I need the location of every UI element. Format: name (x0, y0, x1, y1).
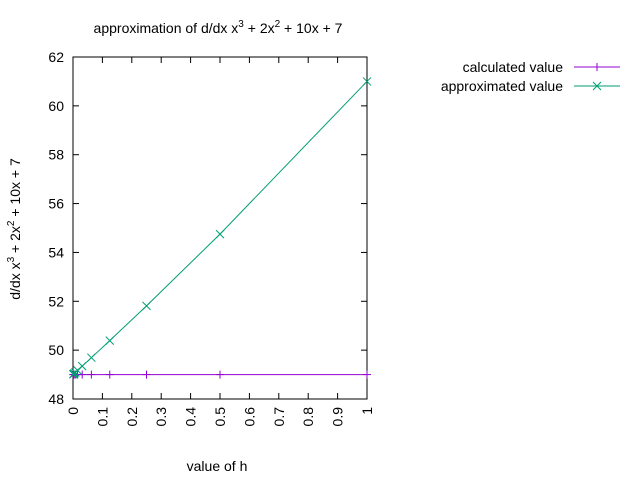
series-line-2 (72, 81, 368, 375)
x-tick-label: 1 (359, 407, 375, 415)
data-point-1 (105, 370, 114, 379)
x-tick-label: 0.4 (183, 407, 199, 427)
y-tick-label: 48 (48, 391, 64, 407)
y-tick-label: 50 (48, 342, 64, 358)
x-tick-label: 0.9 (330, 407, 346, 427)
x-tick-label: 0 (65, 407, 81, 415)
data-point-1 (142, 370, 151, 379)
y-tick-label: 56 (48, 196, 64, 212)
data-point-1 (87, 370, 96, 379)
data-point-2 (215, 229, 225, 239)
y-tick-label: 54 (48, 244, 64, 260)
chart-title: approximation of d/dx x3 + 2x2 + 10x + 7 (94, 19, 343, 36)
x-tick-label: 0.3 (153, 407, 169, 427)
data-point-2 (362, 77, 372, 86)
legend: calculated value approximated value (441, 59, 620, 94)
x-axis-label: value of h (187, 458, 248, 474)
x-tick-label: 0.7 (271, 407, 287, 427)
y-axis-label: d/dx x3 + 2x2 + 10x + 7 (6, 158, 23, 300)
legend-marker (593, 63, 601, 71)
y-tick-label: 62 (48, 49, 64, 65)
x-tick-label: 0.8 (300, 407, 316, 427)
data-point-2 (105, 336, 115, 345)
x-tick-label: 0.1 (94, 407, 110, 427)
x-tick-label: 0.6 (241, 407, 257, 427)
data-point-1 (363, 370, 371, 379)
x-tick-label: 0.5 (212, 407, 228, 427)
legend-label: calculated value (463, 59, 564, 75)
series-layer (68, 77, 372, 379)
y-axis-ticks: 48 50 52 54 56 58 60 62 (48, 49, 367, 407)
data-point-2 (142, 301, 151, 311)
y-tick-label: 52 (48, 293, 64, 309)
x-tick-label: 0.2 (124, 407, 140, 427)
y-tick-label: 60 (48, 98, 64, 114)
legend-marker (592, 81, 602, 91)
plot-area (72, 56, 368, 400)
data-point-2 (87, 353, 96, 363)
legend-label: approximated value (441, 78, 563, 94)
x-axis-ticks: 0 0.1 0.2 0.3 0.4 0.5 0.6 0.7 0.8 0.9 1 (65, 57, 375, 426)
plot-border (72, 56, 368, 400)
y-tick-label: 58 (48, 147, 64, 163)
data-point-2 (68, 369, 78, 379)
data-point-1 (216, 370, 224, 379)
